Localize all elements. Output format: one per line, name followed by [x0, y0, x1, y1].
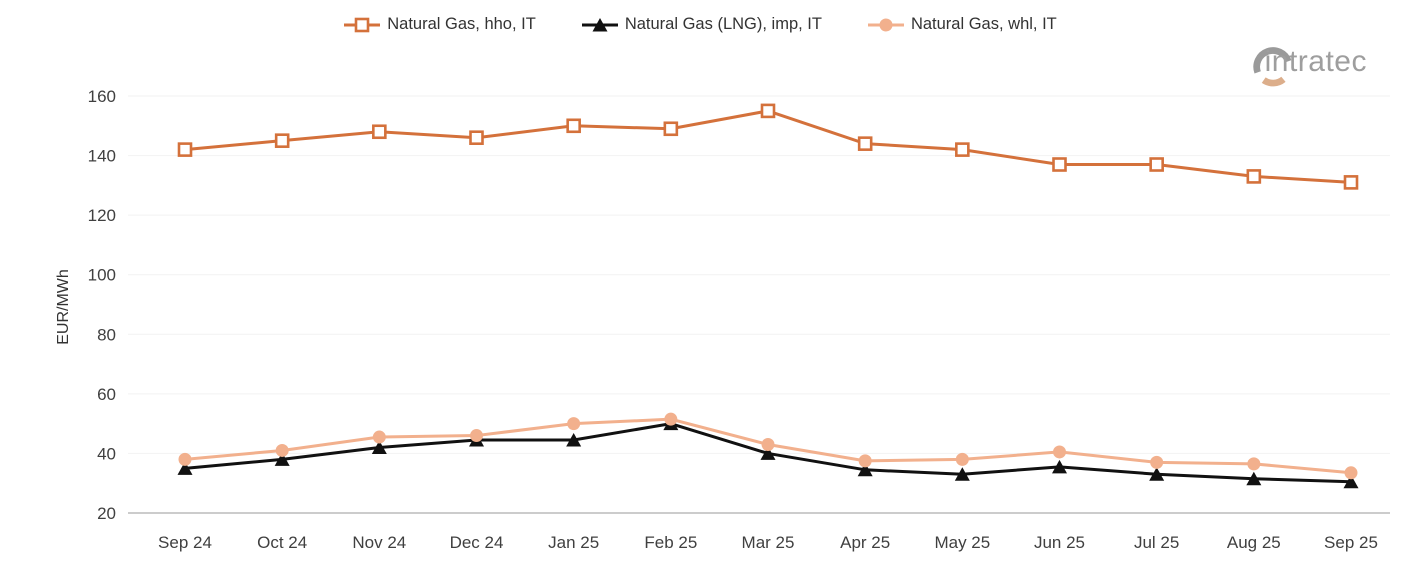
y-axis-labels-group: 20 40 60 80 100 120 140 160 [88, 87, 116, 523]
x-tick-label: Oct 24 [257, 533, 307, 552]
data-point-lng[interactable] [760, 446, 776, 460]
data-point-whl[interactable] [1053, 445, 1066, 459]
x-tick-label: Jan 25 [548, 533, 599, 552]
y-axis-title: EUR/MWh [55, 269, 72, 345]
x-tick-label: Sep 24 [158, 533, 212, 552]
x-tick-label: Mar 25 [742, 533, 795, 552]
x-tick-label: Nov 24 [352, 533, 406, 552]
intratec-logo-text: intratec [1264, 45, 1367, 78]
data-point-whl[interactable] [1344, 466, 1358, 480]
data-point-hho[interactable] [1343, 175, 1359, 190]
x-axis-labels-group: Sep 24 Oct 24 Nov 24 Dec 24 Jan 25 Feb 25 Mar … [158, 533, 1378, 552]
x-tick-label: May 25 [934, 533, 990, 552]
y-tick-label: 60 [97, 385, 116, 404]
data-point-hho[interactable] [1052, 157, 1067, 172]
y-tick-label: 120 [88, 206, 116, 225]
data-point-hho[interactable] [955, 142, 970, 157]
x-tick-label: Aug 25 [1227, 533, 1281, 552]
data-point-whl[interactable] [178, 452, 192, 466]
legend-filled-triangle-icon [581, 17, 618, 31]
x-tick-label: Sep 25 [1324, 533, 1378, 552]
x-tick-label: Jul 25 [1134, 533, 1179, 552]
data-point-lng[interactable] [857, 462, 873, 477]
legend-label: Natural Gas, whl, IT [910, 15, 1057, 33]
legend-filled-circle-icon [867, 18, 904, 31]
data-point-lng[interactable] [274, 452, 290, 466]
data-point-whl[interactable] [275, 443, 289, 457]
data-point-lng[interactable] [1246, 471, 1262, 486]
legend-item-hho[interactable]: Natural Gas, hho, IT [344, 15, 536, 34]
data-point-whl[interactable] [470, 429, 483, 443]
data-point-hho[interactable] [372, 124, 387, 140]
data-point-hho[interactable] [469, 130, 484, 145]
y-tick-label: 160 [88, 87, 116, 106]
logo-arc-bottom [1261, 76, 1286, 87]
data-point-lng[interactable] [1052, 459, 1067, 474]
legend-label: Natural Gas, hho, IT [387, 15, 536, 33]
chart-legend: Natural Gas, hho, IT Natural Gas (LNG), i… [0, 15, 1401, 34]
x-tick-label: Jun 25 [1034, 533, 1085, 552]
data-point-hho[interactable] [274, 133, 290, 148]
x-tick-label: Dec 24 [450, 533, 504, 552]
legend-hollow-square-icon [344, 17, 381, 32]
data-point-hho[interactable] [177, 142, 193, 157]
data-point-hho[interactable] [1246, 169, 1262, 184]
legend-item-whl[interactable]: Natural Gas, whl, IT [867, 15, 1057, 34]
series-group [177, 103, 1359, 489]
data-point-whl[interactable] [1247, 457, 1261, 471]
intratec-logo: intratec [1250, 38, 1367, 88]
data-point-lng[interactable] [177, 461, 193, 475]
data-point-whl[interactable] [567, 417, 581, 431]
data-point-whl[interactable] [858, 454, 872, 468]
data-point-hho[interactable] [760, 103, 776, 119]
x-tick-label: Feb 25 [644, 533, 697, 552]
y-tick-label: 20 [97, 504, 116, 523]
data-point-hho[interactable] [663, 121, 679, 137]
data-point-hho[interactable] [857, 136, 873, 151]
data-point-whl[interactable] [664, 412, 678, 426]
data-point-lng[interactable] [566, 433, 582, 447]
data-point-hho[interactable] [566, 118, 581, 134]
x-tick-label: Apr 25 [840, 533, 890, 552]
data-point-whl[interactable] [1150, 455, 1164, 469]
y-tick-label: 140 [88, 147, 116, 166]
data-point-hho[interactable] [1149, 157, 1164, 172]
y-tick-label: 100 [88, 266, 116, 285]
y-tick-label: 80 [97, 325, 116, 344]
data-point-lng[interactable] [954, 467, 970, 481]
y-tick-label: 40 [97, 444, 116, 463]
data-point-lng[interactable] [371, 440, 387, 454]
logo-arc-top [1252, 47, 1292, 74]
legend-item-lng[interactable]: Natural Gas (LNG), imp, IT [581, 15, 822, 34]
data-point-whl[interactable] [761, 437, 775, 451]
data-point-lng[interactable] [1149, 467, 1165, 481]
data-point-lng[interactable] [1343, 474, 1359, 489]
series-line-hho[interactable] [184, 109, 1352, 184]
data-point-whl[interactable] [955, 452, 969, 466]
data-point-whl[interactable] [372, 430, 386, 444]
legend-label: Natural Gas (LNG), imp, IT [624, 15, 822, 33]
intratec-logo-mark-icon [1252, 47, 1292, 87]
